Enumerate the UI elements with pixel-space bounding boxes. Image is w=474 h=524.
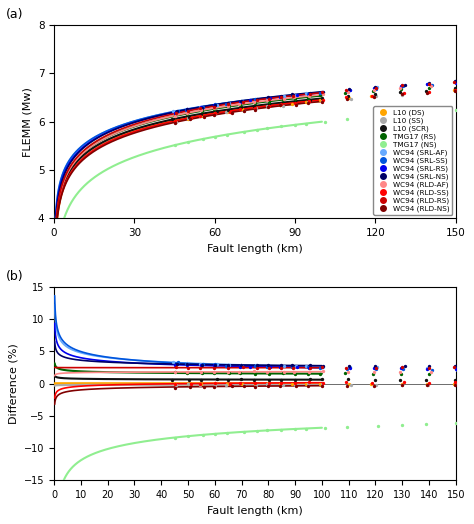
Text: (b): (b) (6, 270, 24, 283)
X-axis label: Fault length (km): Fault length (km) (207, 244, 303, 254)
Y-axis label: FLEMM (Mw): FLEMM (Mw) (22, 87, 32, 157)
Y-axis label: Difference (%): Difference (%) (9, 343, 18, 424)
X-axis label: Fault length (km): Fault length (km) (207, 506, 303, 516)
Legend: L10 (DS), L10 (SS), L10 (SCR), TMG17 (RS), TMG17 (NS), WC94 (SRL-AF), WC94 (SRL-: L10 (DS), L10 (SS), L10 (SCR), TMG17 (RS… (373, 106, 452, 215)
Text: (a): (a) (6, 8, 23, 21)
